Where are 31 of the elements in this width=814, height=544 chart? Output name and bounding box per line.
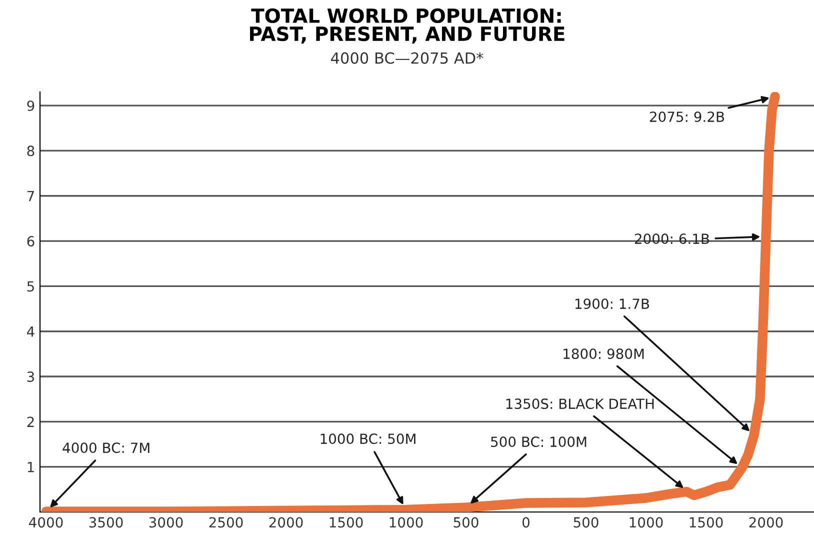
annotation: 1350S: BLACK DEATH [506,398,654,410]
y-tick-label: 8 [27,146,34,156]
x-tick-label: 1000 [630,517,663,528]
chart-title: TOTAL WORLD POPULATION: PAST, PRESENT, AND FUTURE [250,8,564,44]
x-tick-label: 1000 [390,517,423,528]
y-tick-label: 6 [27,236,34,247]
x-tick-label: 3000 [149,517,183,528]
y-tick-label: 4 [26,326,34,337]
annotation: 4000 BC: 7M [62,442,150,454]
annotation: 1000 BC: 50M [320,434,416,444]
x-tick-label: 3500 [89,517,123,528]
y-tick-label: 2 [27,416,34,427]
annotation: 1900: 1.7B [575,298,650,310]
y-tick-label: 1 [28,462,34,472]
x-tick-label: 1500 [330,517,363,528]
x-tick-label: 0 [522,517,530,528]
x-tick-label: 2000 [269,517,303,528]
y-tick-label: 3 [27,371,34,382]
annotation: 500 BC: 100M [491,436,586,448]
x-tick-label: 1500 [690,517,723,528]
y-tick-label: 9 [27,100,34,112]
x-tick-label: 500 [454,517,478,528]
chart-subtitle: 4000 BC—2075 AD* [331,52,484,64]
y-tick-label: 7 [27,191,34,202]
annotation: 2075: 9.2B [650,112,724,122]
x-tick-label: 2000 [749,517,783,528]
x-tick-label: 500 [574,517,598,528]
x-tick-label: 4000 [29,517,63,528]
y-tick-label: 5 [27,281,34,292]
annotation: 1800: 980M [564,348,644,360]
x-tick-label: 2500 [209,517,243,528]
